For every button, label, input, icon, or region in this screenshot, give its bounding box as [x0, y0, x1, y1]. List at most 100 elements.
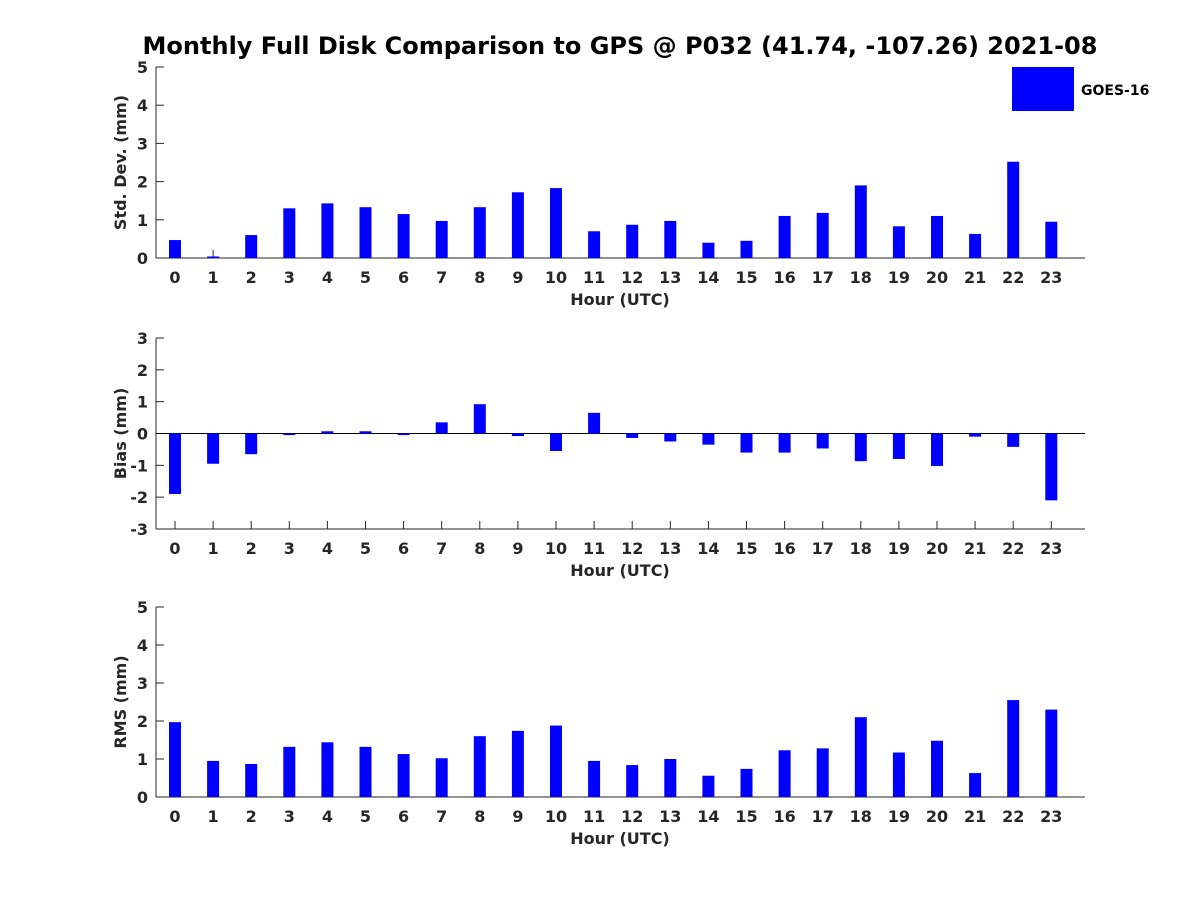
bar-hour-13 [664, 433, 677, 442]
x-tick-label: 2 [246, 807, 257, 826]
x-tick-label: 6 [398, 268, 409, 287]
x-tick-label: 4 [322, 539, 333, 558]
y-tick-label: 1 [137, 211, 148, 230]
bar-hour-23 [1045, 221, 1058, 258]
x-tick-label: 5 [360, 807, 371, 826]
x-axis-label: Hour (UTC) [570, 829, 670, 848]
x-tick-label: 14 [697, 268, 719, 287]
x-axis-label: Hour (UTC) [570, 561, 670, 580]
x-tick-label: 15 [735, 807, 757, 826]
x-tick-label: 8 [474, 268, 485, 287]
x-tick-label: 15 [735, 268, 757, 287]
y-tick-label: 2 [137, 712, 148, 731]
x-tick-label: 18 [850, 807, 872, 826]
bar-hour-13 [664, 220, 677, 258]
bar-hour-12 [626, 433, 639, 438]
bar-hour-8 [473, 736, 486, 797]
x-tick-label: 17 [812, 539, 834, 558]
bar-hour-21 [969, 433, 982, 437]
x-tick-label: 11 [583, 539, 605, 558]
bar-hour-21 [969, 773, 982, 797]
bar-hour-1 [207, 433, 220, 464]
x-axis-label: Hour (UTC) [570, 290, 670, 309]
x-tick-label: 18 [850, 268, 872, 287]
bar-hour-12 [626, 224, 639, 258]
bar-hour-14 [702, 433, 715, 445]
x-tick-label: 22 [1002, 268, 1024, 287]
bar-hour-22 [1007, 433, 1020, 447]
x-tick-label: 9 [512, 268, 523, 287]
bar-hour-4 [321, 742, 334, 797]
bar-hour-17 [816, 748, 829, 797]
x-tick-label: 7 [436, 268, 447, 287]
y-tick-label: 5 [137, 598, 148, 617]
bar-hour-11 [588, 412, 601, 434]
bar-hour-1 [207, 256, 220, 258]
bar-hour-18 [854, 717, 867, 797]
x-tick-label: 4 [322, 268, 333, 287]
bar-hour-3 [283, 746, 296, 797]
x-tick-label: 16 [773, 268, 795, 287]
x-tick-label: 6 [398, 539, 409, 558]
y-tick-label: 4 [137, 96, 148, 115]
y-tick-label: -2 [130, 488, 148, 507]
bar-hour-5 [359, 207, 372, 258]
x-tick-label: 11 [583, 268, 605, 287]
bar-hour-16 [778, 433, 791, 453]
bar-hour-19 [892, 226, 905, 258]
x-tick-label: 12 [621, 807, 643, 826]
bar-hour-15 [740, 768, 753, 797]
y-axis-label: RMS (mm) [111, 655, 130, 748]
y-tick-label: 2 [137, 361, 148, 380]
bar-hour-17 [816, 433, 829, 449]
x-tick-label: 9 [512, 539, 523, 558]
x-tick-label: 13 [659, 539, 681, 558]
x-tick-label: 18 [850, 539, 872, 558]
x-tick-label: 16 [773, 807, 795, 826]
x-tick-label: 20 [926, 539, 948, 558]
y-tick-label: 3 [137, 134, 148, 153]
bar-hour-14 [702, 775, 715, 797]
y-tick-label: -1 [130, 456, 148, 475]
x-tick-label: 19 [888, 807, 910, 826]
bar-hour-15 [740, 433, 753, 453]
bar-hour-17 [816, 212, 829, 258]
bar-hour-21 [969, 233, 982, 258]
bar-hour-0 [169, 240, 181, 258]
chart-title: Monthly Full Disk Comparison to GPS @ P0… [143, 32, 1098, 60]
x-tick-label: 3 [284, 268, 295, 287]
y-tick-label: 1 [137, 393, 148, 412]
x-tick-label: 15 [735, 539, 757, 558]
bar-hour-10 [550, 188, 562, 258]
x-tick-label: 0 [169, 268, 180, 287]
x-tick-label: 23 [1040, 268, 1062, 287]
bar-hour-23 [1045, 433, 1058, 501]
x-tick-label: 4 [322, 807, 333, 826]
bar-hour-10 [550, 725, 562, 797]
x-tick-label: 17 [812, 268, 834, 287]
bar-hour-19 [892, 433, 905, 459]
bar-hour-4 [321, 431, 334, 434]
bar-hour-0 [169, 433, 181, 494]
y-tick-label: 0 [137, 425, 148, 444]
y-tick-label: 3 [137, 674, 148, 693]
bar-hour-15 [740, 240, 753, 258]
bar-hour-2 [245, 763, 258, 797]
bar-hour-22 [1007, 161, 1020, 258]
bar-hour-2 [245, 235, 258, 258]
bar-hour-9 [511, 730, 524, 797]
y-tick-label: 5 [137, 58, 148, 77]
bar-hour-18 [854, 185, 867, 258]
x-tick-label: 21 [964, 268, 986, 287]
x-tick-label: 2 [246, 539, 257, 558]
y-tick-label: 4 [137, 636, 148, 655]
x-tick-label: 16 [773, 539, 795, 558]
bar-hour-3 [283, 208, 296, 258]
x-tick-label: 20 [926, 807, 948, 826]
x-tick-label: 2 [246, 268, 257, 287]
x-tick-label: 1 [208, 539, 219, 558]
bar-hour-23 [1045, 709, 1058, 797]
x-tick-label: 21 [964, 807, 986, 826]
y-tick-label: -3 [130, 520, 148, 539]
